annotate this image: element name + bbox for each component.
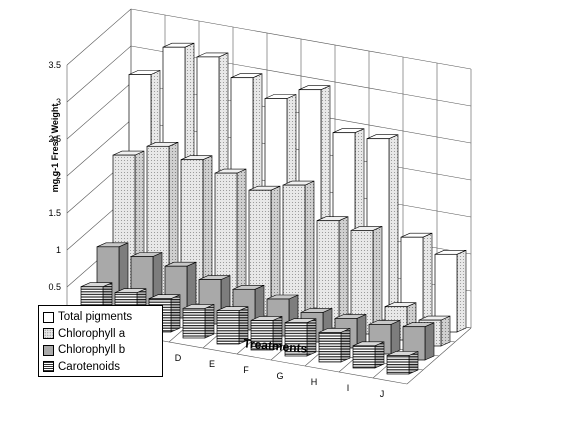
- bar-layer: [80, 42, 467, 375]
- side-wall-line: [66, 45, 132, 103]
- x-tick-label: G: [276, 371, 283, 381]
- x-tick-label: E: [209, 359, 215, 369]
- x-tick-label: J: [380, 389, 385, 399]
- legend-swatch: [43, 344, 54, 356]
- bar-carotenoids: [386, 351, 419, 375]
- legend: Total pigments Chlorophyll a Chlorophyll…: [38, 305, 163, 377]
- x-tick-label: I: [347, 383, 350, 393]
- bar-carotenoids: [352, 341, 385, 369]
- legend-label: Total pigments: [58, 311, 133, 324]
- side-wall-line: [66, 82, 132, 140]
- side-wall-line: [66, 8, 132, 66]
- y-tick-label: 2: [56, 171, 61, 181]
- legend-label: Chlorophyll b: [58, 344, 126, 357]
- x-tick-label: D: [175, 353, 182, 363]
- legend-label: Chlorophyll a: [58, 327, 126, 340]
- y-axis-title: mg g-1 Fresh Weight: [50, 104, 60, 193]
- y-tick-label: 2.5: [48, 134, 61, 144]
- bar-carotenoids: [284, 318, 317, 357]
- legend-item-total-pigments: Total pigments: [43, 309, 158, 326]
- side-wall-line: [66, 119, 132, 177]
- legend-swatch: [43, 311, 54, 323]
- legend-item-carotenoids: Carotenoids: [43, 359, 158, 376]
- legend-item-chlorophyll-b: Chlorophyll b: [43, 342, 158, 359]
- gridline: [130, 8, 472, 70]
- legend-item-chlorophyll-a: Chlorophyll a: [43, 326, 158, 343]
- bar-chlorophyll-a: [282, 180, 315, 323]
- bar-carotenoids: [216, 306, 249, 345]
- legend-swatch: [43, 328, 54, 340]
- bar-carotenoids: [182, 303, 215, 339]
- bar-chlorophyll-a: [350, 225, 383, 335]
- x-axis-title: Treatments: [243, 336, 308, 356]
- x-tick-label: H: [311, 377, 318, 387]
- bar-chlorophyll-a: [248, 185, 281, 317]
- y-tick-label: 1.5: [48, 208, 61, 218]
- y-tick-label: 3.5: [48, 60, 61, 70]
- bar-carotenoids: [250, 315, 283, 351]
- y-tick-label: 1: [56, 245, 61, 255]
- y-tick-label: 3: [56, 97, 61, 107]
- y-tick-label: 0.5: [48, 282, 61, 292]
- legend-label: Carotenoids: [58, 360, 121, 373]
- bar-total-pigments: [434, 249, 467, 333]
- x-tick-label: F: [243, 365, 249, 375]
- legend-swatch: [43, 361, 54, 373]
- bar-carotenoids: [318, 327, 351, 363]
- floor-line: [406, 327, 472, 385]
